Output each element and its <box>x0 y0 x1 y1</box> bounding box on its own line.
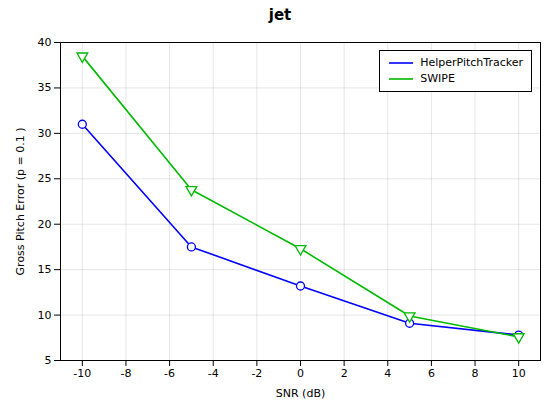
svg-text:8: 8 <box>472 367 479 380</box>
html-text:SWIPE: SWIPE <box>420 72 455 85</box>
svg-text:6: 6 <box>428 367 435 380</box>
svg-text:SNR (dB): SNR (dB) <box>276 387 325 400</box>
svg-text:-6: -6 <box>164 367 175 380</box>
html-text:HelperPitchTracker: HelperPitchTracker <box>420 56 523 69</box>
svg-text:15: 15 <box>38 263 52 276</box>
svg-text:-8: -8 <box>120 367 131 380</box>
svg-text:30: 30 <box>38 127 52 140</box>
svg-text:-10: -10 <box>73 367 91 380</box>
svg-text:5: 5 <box>45 354 52 367</box>
svg-text:40: 40 <box>38 36 52 49</box>
html-text:jet: jet <box>268 6 292 24</box>
svg-text:-4: -4 <box>208 367 219 380</box>
svg-text:25: 25 <box>38 172 52 185</box>
svg-text:35: 35 <box>38 81 52 94</box>
svg-text:10: 10 <box>512 367 526 380</box>
svg-text:2: 2 <box>341 367 348 380</box>
svg-text:10: 10 <box>38 309 52 322</box>
svg-text:Gross Pitch Error (p = 0.1 ): Gross Pitch Error (p = 0.1 ) <box>14 128 27 276</box>
svg-text:4: 4 <box>384 367 391 380</box>
svg-text:-2: -2 <box>251 367 262 380</box>
svg-text:20: 20 <box>38 218 52 231</box>
svg-text:0: 0 <box>297 367 304 380</box>
